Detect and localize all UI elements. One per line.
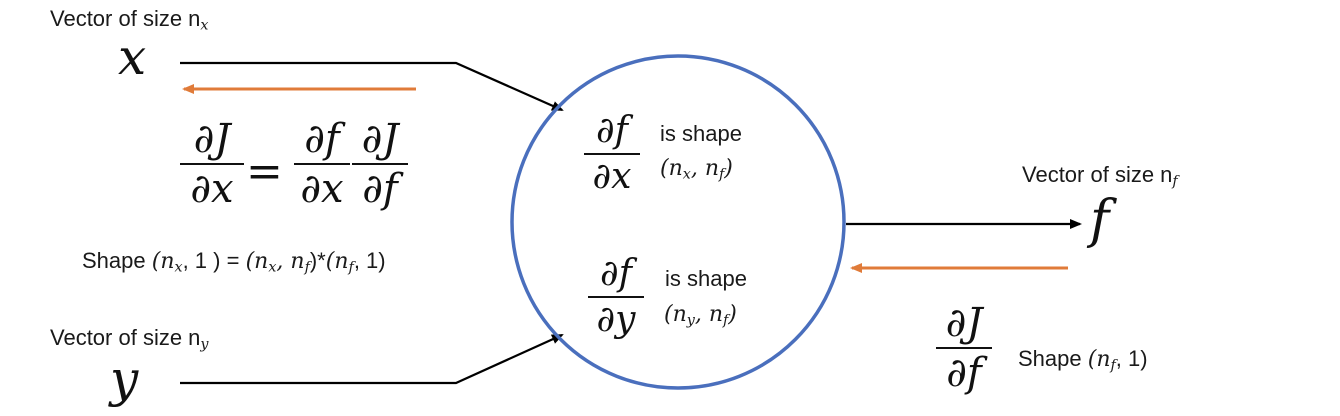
f-symbol: f xyxy=(1090,190,1110,250)
dJ-df-fraction: ∂J ∂f xyxy=(352,118,408,210)
node-df-dx-is-shape: is shape xyxy=(660,121,742,146)
node-df-dx-shape: (nx, nf) xyxy=(660,156,733,183)
chain-rule-shape-line: Shape (nx, 1 ) = (nx, nf)*(nf, 1) xyxy=(82,248,386,276)
x-caption: Vector of size nx xyxy=(50,6,209,34)
dJ-dx-fraction: ∂J ∂x xyxy=(180,118,244,210)
df-dx-fraction: ∂f ∂x xyxy=(294,118,350,210)
node-df-dy-fraction: ∂f ∂y xyxy=(588,255,644,339)
function-node-circle xyxy=(510,54,846,390)
equals-sign: = xyxy=(246,146,283,197)
output-gradient-shape: Shape (nf, 1) xyxy=(1018,346,1148,374)
dJ-df-output-fraction: ∂J ∂f xyxy=(936,302,992,394)
f-caption: Vector of size nf xyxy=(1022,162,1178,190)
y-caption: Vector of size ny xyxy=(50,325,209,353)
node-df-dy-is-shape: is shape xyxy=(665,266,747,291)
y-symbol: y xyxy=(110,350,139,408)
node-df-dx-fraction: ∂f ∂x xyxy=(584,112,640,196)
x-forward-arrow xyxy=(180,61,564,112)
y-forward-arrow xyxy=(180,333,564,385)
node-df-dy-shape: (ny, nf) xyxy=(664,302,737,329)
x-symbol: x xyxy=(118,28,147,86)
